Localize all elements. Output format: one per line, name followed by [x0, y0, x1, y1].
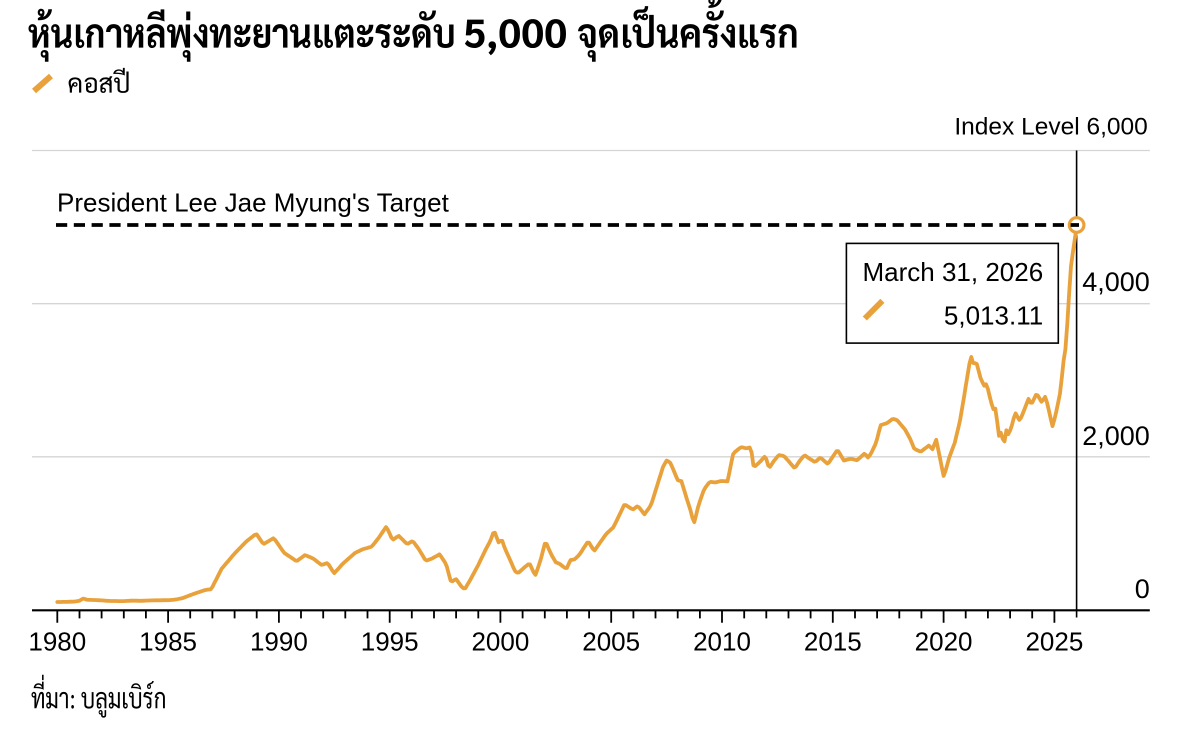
svg-text:2005: 2005: [582, 627, 640, 657]
svg-text:2025: 2025: [1025, 627, 1083, 657]
svg-text:2020: 2020: [915, 627, 973, 657]
svg-text:1985: 1985: [139, 627, 197, 657]
svg-text:0: 0: [1135, 574, 1150, 604]
svg-text:2000: 2000: [471, 627, 529, 657]
svg-text:2,000: 2,000: [1082, 421, 1150, 451]
svg-text:1980: 1980: [28, 627, 86, 657]
svg-text:5,013.11: 5,013.11: [944, 300, 1043, 330]
svg-text:1995: 1995: [361, 627, 419, 657]
svg-text:4,000: 4,000: [1082, 267, 1150, 297]
svg-text:March 31, 2026: March 31, 2026: [863, 257, 1044, 287]
svg-text:2010: 2010: [693, 627, 751, 657]
svg-text:1990: 1990: [250, 627, 308, 657]
svg-text:2015: 2015: [804, 627, 862, 657]
svg-text:President Lee Jae Myung's Targ: President Lee Jae Myung's Target: [57, 188, 450, 218]
svg-text:Index Level 6,000: Index Level 6,000: [954, 114, 1147, 141]
